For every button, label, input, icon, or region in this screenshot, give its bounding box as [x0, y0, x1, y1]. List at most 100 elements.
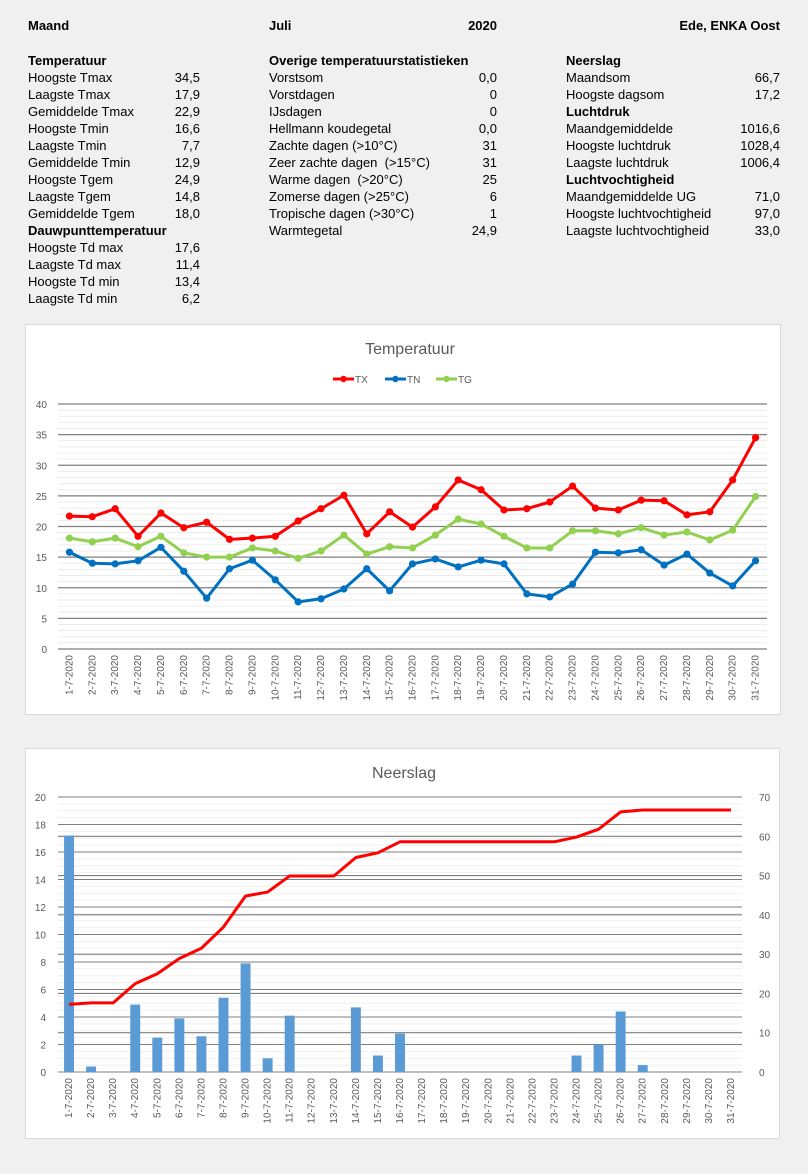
temperature-stat-value: 18,0	[174, 206, 200, 221]
y-tick-label: 10	[36, 584, 48, 595]
x-tick-label: 21-7-2020	[522, 655, 533, 701]
dewpoint-stat-value: 13,4	[174, 274, 200, 289]
x-tick-label: 30-7-2020	[704, 1078, 715, 1124]
x-tick-label: 4-7-2020	[130, 1078, 141, 1118]
precipitation-right-y-axis: 0 10 20 30 40 50 60 70	[759, 793, 771, 1079]
x-tick-label: 3-7-2020	[110, 655, 121, 695]
temperature-stat-label: Gemiddelde Tmin	[28, 155, 131, 170]
y-tick-label: 20	[35, 793, 47, 804]
y2-tick-label: 30	[759, 950, 771, 961]
y2-tick-label: 20	[759, 989, 771, 1000]
y2-tick-label: 70	[759, 793, 771, 804]
data-point-tg	[683, 528, 691, 536]
x-tick-label: 9-7-2020	[247, 655, 258, 695]
legend-marker-tx	[340, 375, 347, 383]
y-tick-label: 2	[40, 1041, 46, 1052]
legend-label-tn: TN	[407, 375, 420, 386]
other-stat-value: 0	[489, 104, 497, 119]
x-tick-label: 11-7-2020	[293, 655, 304, 700]
precip-bar	[262, 1058, 273, 1072]
year-value: 2020	[468, 18, 497, 33]
temperature-stat-label: Hoogste Tmax	[28, 70, 113, 85]
dewpoint-stat-label: Hoogste Td min	[28, 274, 120, 289]
data-point-tg	[454, 515, 462, 523]
dewpoint-stat-value: 11,4	[175, 257, 200, 272]
data-point-tg	[431, 531, 439, 539]
precip-bar	[240, 963, 251, 1072]
x-tick-label: 31-7-2020	[751, 655, 762, 701]
data-point-tx	[386, 508, 394, 516]
data-point-tg	[706, 536, 714, 544]
data-point-tg	[660, 531, 668, 539]
data-point-tg	[317, 547, 325, 555]
data-point-tn	[386, 587, 394, 595]
pressure-stat-label: Hoogste luchtdruk	[566, 138, 671, 153]
dewpoint-stat-label: Hoogste Td max	[28, 240, 124, 255]
y-tick-label: 25	[36, 492, 48, 503]
other-temperature-stats: Overige temperatuurstatistieken Vorstsom…	[269, 52, 497, 239]
data-point-tx	[683, 511, 691, 519]
y-tick-label: 12	[35, 903, 47, 914]
x-tick-label: 20-7-2020	[483, 1078, 494, 1124]
x-tick-label: 31-7-2020	[726, 1078, 737, 1124]
data-point-tx	[614, 506, 622, 514]
data-point-tx	[65, 512, 74, 520]
x-tick-label: 15-7-2020	[373, 1078, 384, 1124]
y-tick-label: 0	[41, 645, 47, 656]
pressure-stat-label: Maandgemiddelde	[566, 121, 673, 136]
x-tick-label: 4-7-2020	[133, 655, 144, 695]
data-point-tn	[683, 550, 691, 558]
humidity-stat-label: Hoogste luchtvochtigheid	[566, 206, 712, 221]
x-tick-label: 16-7-2020	[408, 655, 419, 701]
temperature-stat-label: Gemiddelde Tmax	[28, 104, 134, 119]
precip-bar	[174, 1018, 185, 1072]
data-point-tn	[65, 548, 74, 556]
x-tick-label: 16-7-2020	[395, 1078, 406, 1124]
data-point-tx	[248, 534, 257, 542]
data-point-tn	[660, 561, 668, 569]
other-stat-row: Warmtegetal 24,9	[269, 222, 497, 239]
x-tick-label: 23-7-2020	[568, 655, 579, 701]
dewpoint-stat-row: Hoogste Td min 13,4	[28, 273, 200, 290]
other-stat-label: Hellmann koudegetal	[269, 121, 392, 136]
other-stat-label: Tropische dagen (>30°C)	[269, 206, 415, 221]
x-tick-label: 20-7-2020	[499, 655, 510, 701]
other-stats-heading: Overige temperatuurstatistieken	[269, 53, 469, 68]
temperature-stats: Temperatuur Hoogste Tmax 34,5 Laagste Tmax…	[28, 52, 200, 307]
x-tick-label: 21-7-2020	[505, 1078, 516, 1124]
y-tick-label: 16	[35, 848, 47, 859]
dewpoint-stat-label: Laagste Td min	[28, 291, 118, 306]
precipitation-x-axis: 1-7-2020 2-7-2020 3-7-2020 4-7-2020 5-7-2020…	[64, 1078, 737, 1124]
precip-bar	[395, 1033, 405, 1072]
data-point-tx	[637, 496, 645, 504]
pressure-stat-row: Maandgemiddelde 1016,6	[566, 120, 780, 137]
data-point-tg	[111, 534, 119, 542]
temperature-stat-row: Laagste Tmin 7,7	[28, 137, 200, 154]
precip-bar	[284, 1015, 295, 1072]
legend-marker-tn	[392, 375, 399, 383]
data-point-tx	[340, 491, 348, 499]
data-point-tg	[523, 544, 531, 552]
other-stat-row: Vorstdagen 0	[269, 86, 497, 103]
data-point-tx	[157, 509, 165, 517]
other-stat-value: 1	[489, 206, 497, 221]
dewpoint-stat-value: 6,2	[181, 291, 200, 306]
data-point-tn	[751, 557, 760, 565]
x-tick-label: 14-7-2020	[351, 1078, 362, 1124]
data-point-tg	[408, 544, 417, 552]
precip-bar	[372, 1055, 383, 1072]
x-tick-label: 12-7-2020	[307, 1078, 318, 1124]
data-point-tn	[317, 595, 325, 603]
y-tick-label: 5	[41, 614, 47, 625]
temperature-stat-value: 22,9	[174, 104, 200, 119]
data-point-tg	[614, 530, 622, 538]
precip-bar	[86, 1066, 97, 1072]
y2-tick-label: 40	[759, 911, 771, 922]
other-stat-row: Vorstsom 0,0	[269, 69, 497, 86]
temperature-stat-row: Hoogste Tmin 16,6	[28, 120, 200, 137]
y2-tick-label: 60	[759, 832, 771, 843]
data-point-tn	[363, 565, 371, 573]
other-stat-value: 0,0	[478, 70, 497, 85]
temperature-stat-row: Laagste Tgem 14,8	[28, 188, 200, 205]
precip-bar	[196, 1036, 207, 1072]
